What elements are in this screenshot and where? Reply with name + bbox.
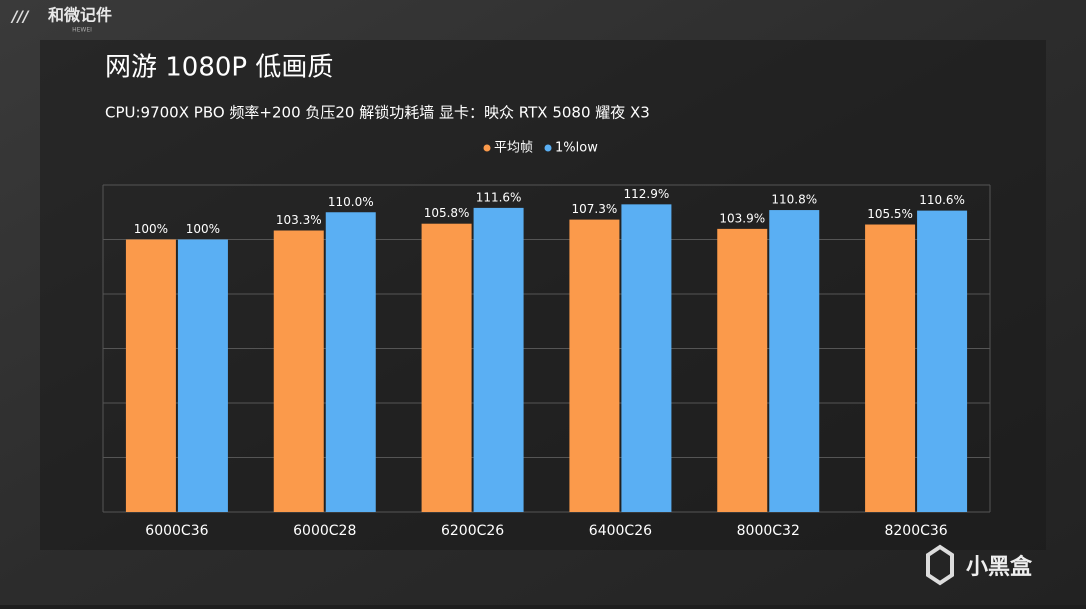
bar xyxy=(769,210,820,512)
legend-marker xyxy=(483,144,491,152)
x-tick-label: 6000C36 xyxy=(145,523,208,539)
legend-label: 平均帧 xyxy=(494,141,533,156)
x-tick-label: 8000C32 xyxy=(737,523,800,539)
x-tick-label: 6000C28 xyxy=(293,523,356,539)
x-tick-label: 8200C36 xyxy=(884,523,947,539)
value-label: 105.5% xyxy=(867,207,913,221)
bar xyxy=(569,219,620,513)
x-tick-label: 6400C26 xyxy=(589,523,652,539)
value-label: 103.9% xyxy=(719,211,765,225)
chart-subtitle: CPU:9700X PBO 频率+200 负压20 解锁功耗墙 显卡：映众 RT… xyxy=(105,104,650,122)
value-label: 105.8% xyxy=(424,206,470,220)
site-watermark: 小黑盒 xyxy=(966,554,1033,580)
bar xyxy=(621,204,672,512)
value-label: 110.0% xyxy=(328,195,374,209)
chart-title: 网游 1080P 低画质 xyxy=(105,53,333,83)
logo: 和微记件 xyxy=(48,6,112,25)
bar xyxy=(325,212,376,512)
value-label: 100% xyxy=(186,222,220,236)
x-tick-label: 6200C26 xyxy=(441,523,504,539)
value-label: 107.3% xyxy=(572,202,618,216)
value-label: 112.9% xyxy=(624,187,670,201)
bar xyxy=(917,210,968,513)
value-label: 111.6% xyxy=(476,190,522,204)
site-icon xyxy=(926,544,954,586)
bar xyxy=(421,223,472,512)
bar xyxy=(177,239,228,512)
bar xyxy=(865,224,916,512)
value-label: 110.6% xyxy=(919,193,965,207)
bar xyxy=(717,228,768,512)
value-label: 100% xyxy=(134,222,168,236)
bar xyxy=(473,207,524,512)
logo-mark: /// xyxy=(10,8,30,26)
legend-marker xyxy=(544,144,552,152)
bar xyxy=(273,230,324,512)
logo-sub: HEWEI xyxy=(72,27,92,34)
value-label: 110.8% xyxy=(771,193,817,207)
value-label: 103.3% xyxy=(276,213,322,227)
legend-label: 1%low xyxy=(555,141,598,156)
bar xyxy=(125,239,176,512)
